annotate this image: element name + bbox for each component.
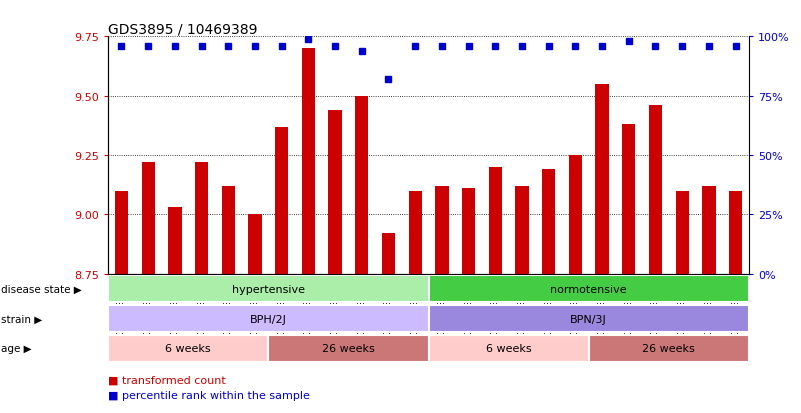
Bar: [195, 163, 208, 274]
Bar: [595, 85, 609, 274]
Bar: [275, 127, 288, 274]
Bar: [142, 163, 155, 274]
Bar: [462, 189, 475, 274]
Text: 26 weeks: 26 weeks: [322, 344, 375, 354]
Bar: [429, 306, 749, 332]
Bar: [168, 208, 182, 274]
Text: disease state ▶: disease state ▶: [1, 284, 82, 294]
Text: 6 weeks: 6 weeks: [166, 344, 211, 354]
Bar: [729, 191, 743, 274]
Bar: [108, 276, 429, 302]
Bar: [382, 234, 395, 274]
Bar: [589, 335, 749, 362]
Text: hypertensive: hypertensive: [231, 284, 305, 294]
Text: BPH/2J: BPH/2J: [250, 314, 287, 324]
Text: ■ transformed count: ■ transformed count: [108, 374, 226, 385]
Bar: [222, 187, 235, 274]
Bar: [302, 49, 315, 274]
Text: 6 weeks: 6 weeks: [486, 344, 531, 354]
Bar: [108, 306, 429, 332]
Bar: [489, 168, 502, 274]
Bar: [409, 191, 422, 274]
Text: ■ percentile rank within the sample: ■ percentile rank within the sample: [108, 390, 310, 400]
Bar: [542, 170, 555, 274]
Bar: [429, 335, 589, 362]
Bar: [569, 156, 582, 274]
Bar: [675, 191, 689, 274]
Bar: [515, 187, 529, 274]
Bar: [108, 335, 268, 362]
Bar: [622, 125, 635, 274]
Bar: [355, 96, 368, 274]
Text: strain ▶: strain ▶: [1, 314, 42, 324]
Bar: [429, 276, 749, 302]
Bar: [702, 187, 715, 274]
Text: age ▶: age ▶: [1, 344, 31, 354]
Text: normotensive: normotensive: [550, 284, 627, 294]
Bar: [435, 187, 449, 274]
Bar: [248, 215, 262, 274]
Bar: [649, 106, 662, 274]
Bar: [115, 191, 128, 274]
Bar: [268, 335, 429, 362]
Text: BPN/3J: BPN/3J: [570, 314, 607, 324]
Bar: [328, 111, 342, 274]
Text: GDS3895 / 10469389: GDS3895 / 10469389: [108, 22, 258, 36]
Text: 26 weeks: 26 weeks: [642, 344, 695, 354]
